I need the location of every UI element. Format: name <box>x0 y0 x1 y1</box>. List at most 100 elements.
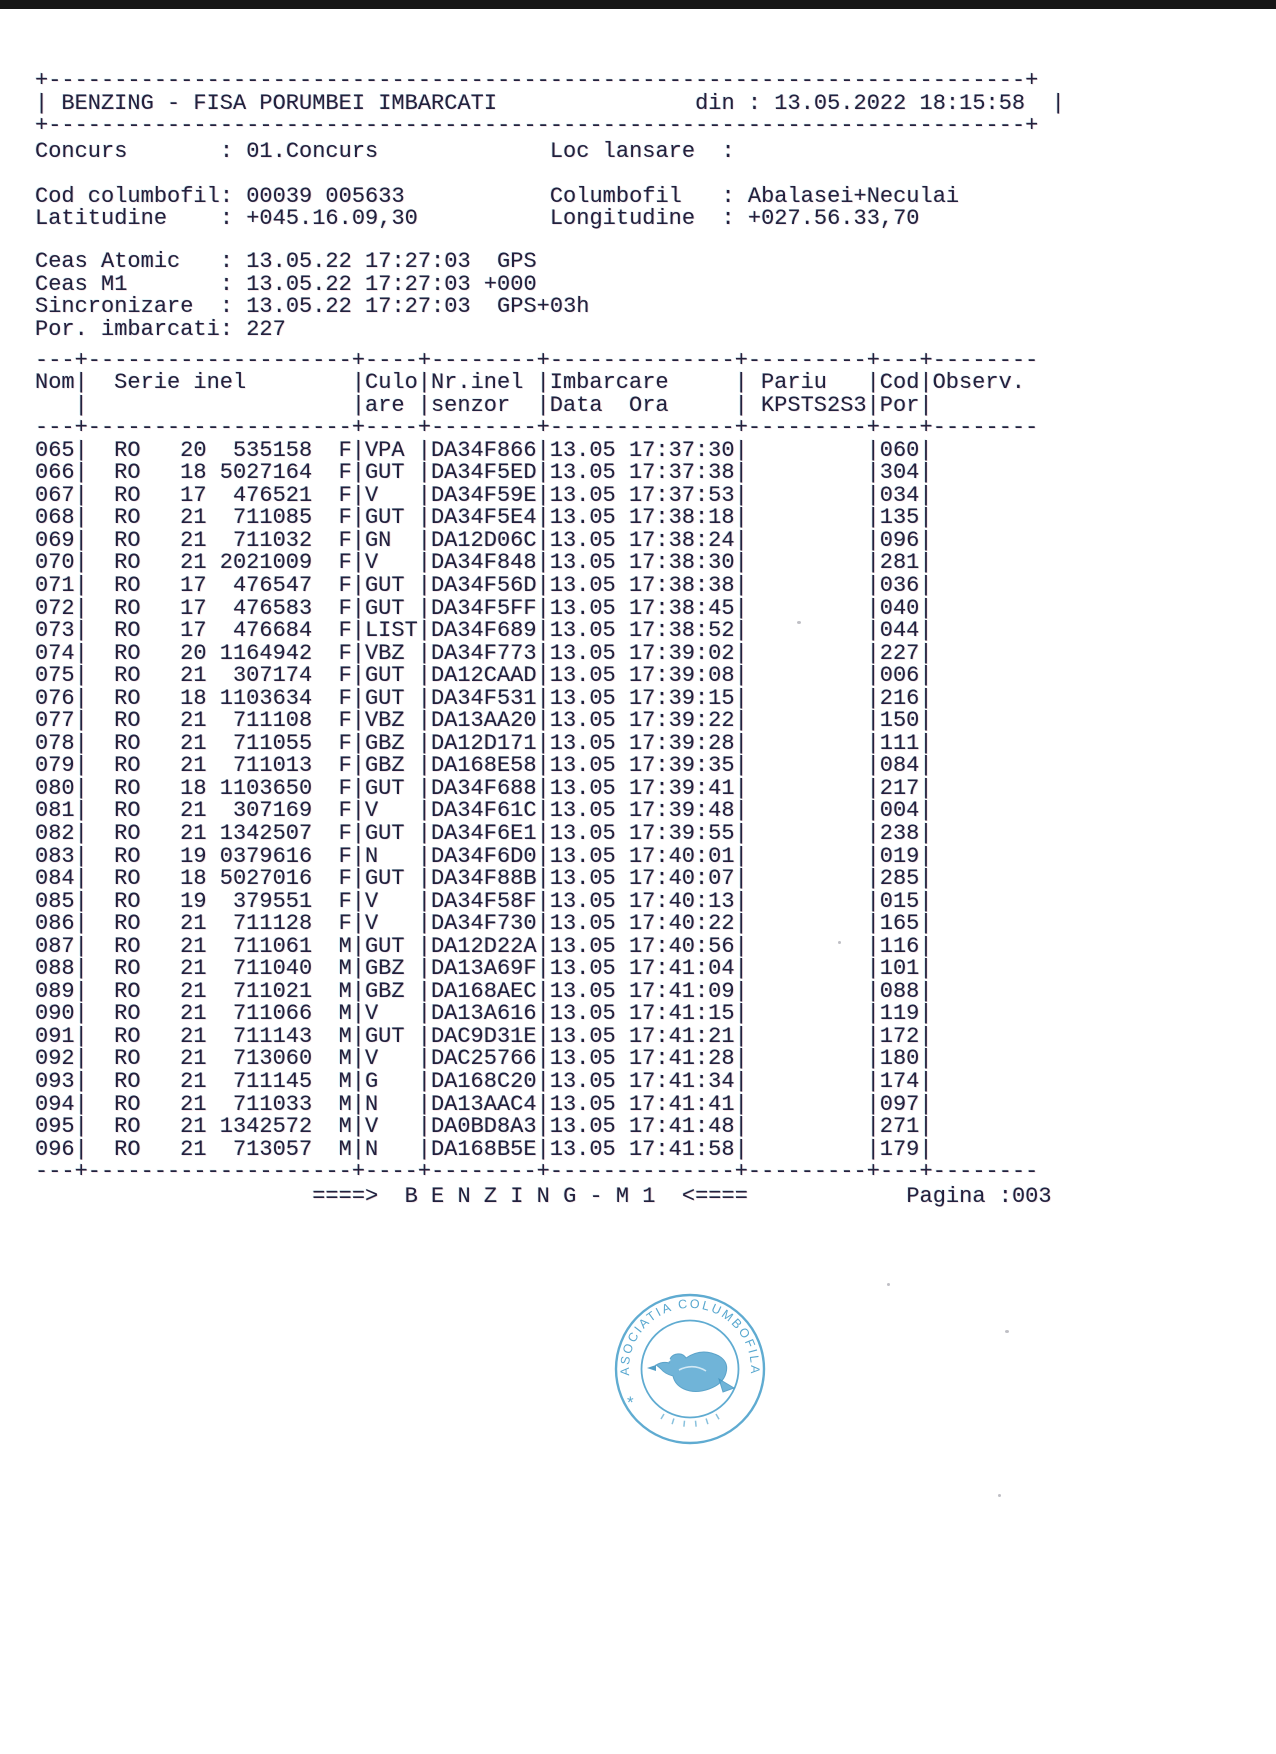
cell-ring-number: 5027016 <box>219 866 313 892</box>
column-divider: | <box>919 866 933 892</box>
column-divider: | <box>919 527 933 553</box>
cell-imbarcare-datetime: 13.05 17:38:24 <box>549 527 735 553</box>
cell-observ <box>933 733 1039 756</box>
column-divider: | <box>734 978 748 1004</box>
column-divider: | <box>734 821 748 846</box>
column-divider: | <box>351 370 366 396</box>
column-divider: | <box>536 527 550 553</box>
cell-color: GUT <box>364 663 405 689</box>
cell-color: GN <box>364 527 392 553</box>
cell-country: RO <box>114 978 141 1004</box>
column-divider: | <box>351 1091 365 1117</box>
column-divider: | <box>417 775 431 801</box>
cell-pariu <box>748 936 867 959</box>
cell-sensor: DA34F531 <box>430 685 537 711</box>
table-header-row-2: | | are | senzor | Data Ora | KPSTS2S3 |… <box>35 394 1065 418</box>
column-divider: | <box>417 866 431 892</box>
cell-nom: 068 <box>35 505 75 531</box>
cell-sex: M <box>338 933 352 959</box>
cell-color: VPA <box>364 437 405 463</box>
cell-cod-por: 004 <box>879 798 920 824</box>
table-row: 084 | RO 18 5027016 F | GUT | DA34F88B | 13.05 17:4… <box>35 868 1065 891</box>
ceas-m1-label: Ceas M1 <box>35 271 128 297</box>
cell-year: 21 <box>180 753 207 779</box>
header-observ-2 <box>933 395 1039 418</box>
column-divider: | <box>74 798 88 824</box>
column-divider: | <box>866 1001 880 1027</box>
cell-nom: 091 <box>35 1023 75 1049</box>
column-divider: | <box>919 482 933 508</box>
cell-cod-por: 271 <box>879 1114 920 1140</box>
cell-ring-number: 711061 <box>232 933 313 959</box>
report-page: +---------------------------------------… <box>35 69 1095 1208</box>
header-nom-2 <box>35 395 75 418</box>
cell-pariu <box>748 755 867 778</box>
cell-sensor: DA13AAC4 <box>430 1091 537 1117</box>
cell-cod-por: 015 <box>879 888 920 914</box>
column-divider: | <box>734 527 748 553</box>
column-divider: | <box>351 730 365 756</box>
column-divider: | <box>734 618 748 644</box>
column-divider: | <box>417 798 431 824</box>
table-row: 068 | RO 21 711085 F | GUT | DA34F5E4 | 13.05 17:38… <box>35 507 1065 530</box>
stamp-inner-ring <box>640 1319 740 1419</box>
column-divider: | <box>734 663 748 689</box>
cell-sex: F <box>338 437 352 463</box>
column-divider: | <box>866 1114 880 1140</box>
column-divider: | <box>74 1046 88 1072</box>
cell-country: RO <box>114 460 141 486</box>
cell-year: 17 <box>180 482 207 508</box>
table-row: 078 | RO 21 711055 F | GBZ | DA12D171 | 13.05 17:39… <box>35 730 1065 756</box>
cell-observ <box>933 552 1039 575</box>
cell-country: RO <box>114 753 141 779</box>
column-divider: | <box>74 1136 88 1162</box>
column-divider: | <box>536 572 550 598</box>
table-row: 080 | RO 18 1103650 F | GUT | DA34F688 | 13.05 17:3… <box>35 775 1065 801</box>
table-row: 073 | RO 17 476684 F | LIST | DA34F689 | 13.05 17:3… <box>35 620 1065 643</box>
cell-color: V <box>364 482 379 508</box>
column-divider: | <box>74 640 88 666</box>
latitudine-label: Latitudine <box>35 206 168 232</box>
cell-cod-por: 172 <box>879 1023 920 1049</box>
column-divider: | <box>866 775 880 801</box>
cell-observ <box>933 800 1039 823</box>
table-rows: 065 | RO 20 535158 F | VPA | DA34F866 | 13.05 17:37… <box>35 437 1095 1162</box>
cell-sex: F <box>338 640 352 666</box>
cell-color: GUT <box>364 572 405 598</box>
cell-observ <box>933 620 1039 643</box>
cell-color: N <box>364 843 379 869</box>
column-divider: | <box>351 595 365 621</box>
column-divider: | <box>417 437 431 463</box>
title-line: | BENZING - FISA PORUMBEI IMBARCATI din … <box>35 92 1065 116</box>
table-rule-top: ---+--------------------+----+--------+-… <box>35 347 1039 373</box>
column-divider: | <box>919 595 933 621</box>
cell-sensor: DA34F5E4 <box>430 505 537 531</box>
cell-nom: 092 <box>35 1046 75 1072</box>
column-divider: | <box>734 1114 748 1140</box>
column-divider: | <box>351 527 365 553</box>
cell-observ <box>933 643 1039 666</box>
table-row: 086 | RO 21 711128 F | V | DA34F730 | 13.05 17:40:2… <box>35 913 1065 936</box>
column-divider: | <box>536 505 550 531</box>
cell-sex: F <box>338 821 352 846</box>
column-divider: | <box>536 1136 550 1162</box>
column-divider: | <box>919 618 933 644</box>
cell-sex: M <box>338 1069 352 1095</box>
cell-observ <box>933 485 1039 508</box>
column-divider: | <box>919 1114 933 1140</box>
column-divider: | <box>351 843 365 869</box>
column-divider: | <box>74 370 88 396</box>
column-divider: | <box>536 888 550 914</box>
column-divider: | <box>417 550 431 576</box>
cell-nom: 085 <box>35 888 75 914</box>
cell-pariu <box>748 507 867 530</box>
column-divider: | <box>866 708 880 734</box>
column-divider: | <box>866 798 880 824</box>
cell-sensor: DA34F58F <box>430 888 537 914</box>
column-divider: | <box>351 978 365 1004</box>
table-row: 095 | RO 21 1342572 M | V | DA0BD8A3 | 13.05 17:41:… <box>35 1116 1065 1139</box>
column-divider: | <box>734 708 748 734</box>
cell-imbarcare-datetime: 13.05 17:38:38 <box>549 572 735 598</box>
column-divider: | <box>536 775 550 801</box>
cell-sensor: DA12D06C <box>430 527 537 553</box>
